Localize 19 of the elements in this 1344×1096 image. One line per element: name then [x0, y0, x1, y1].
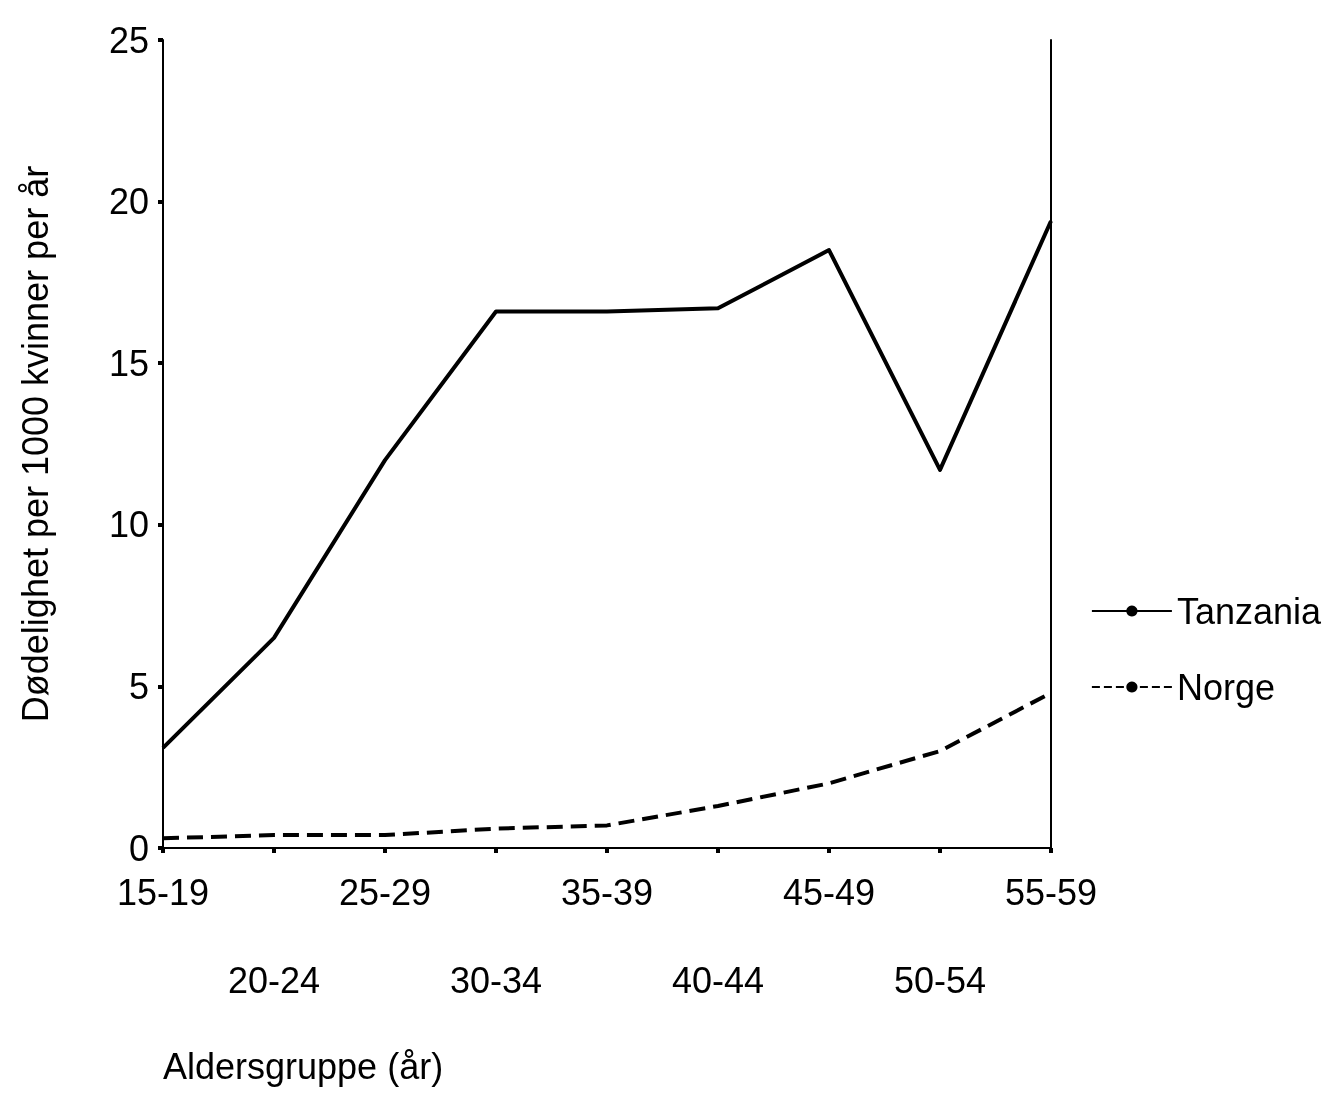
- y-tick-label: 5: [128, 665, 149, 707]
- legend-label: Tanzania: [1176, 590, 1322, 632]
- x-tick-label: 50-54: [893, 959, 987, 1001]
- y-tick-label: 15: [108, 342, 149, 384]
- x-tick-label: 35-39: [560, 871, 654, 913]
- x-axis-title: Aldersgruppe (år): [163, 1045, 444, 1087]
- x-tick-label: 45-49: [782, 871, 876, 913]
- y-tick-label: 25: [108, 19, 149, 61]
- y-tick-label: 10: [108, 504, 149, 546]
- y-tick-label: 20: [108, 181, 149, 223]
- y-tick-label: 0: [128, 827, 149, 869]
- x-tick-label: 30-34: [449, 959, 543, 1001]
- x-tick-label: 15-19: [116, 871, 210, 913]
- y-axis-title: Dødelighet per 1000 kvinner per år: [14, 165, 56, 723]
- legend-label: Norge: [1176, 666, 1275, 708]
- x-tick-label: 20-24: [227, 959, 321, 1001]
- x-tick-label: 40-44: [671, 959, 765, 1001]
- x-tick-label: 25-29: [338, 871, 432, 913]
- x-tick-label: 55-59: [1004, 871, 1098, 913]
